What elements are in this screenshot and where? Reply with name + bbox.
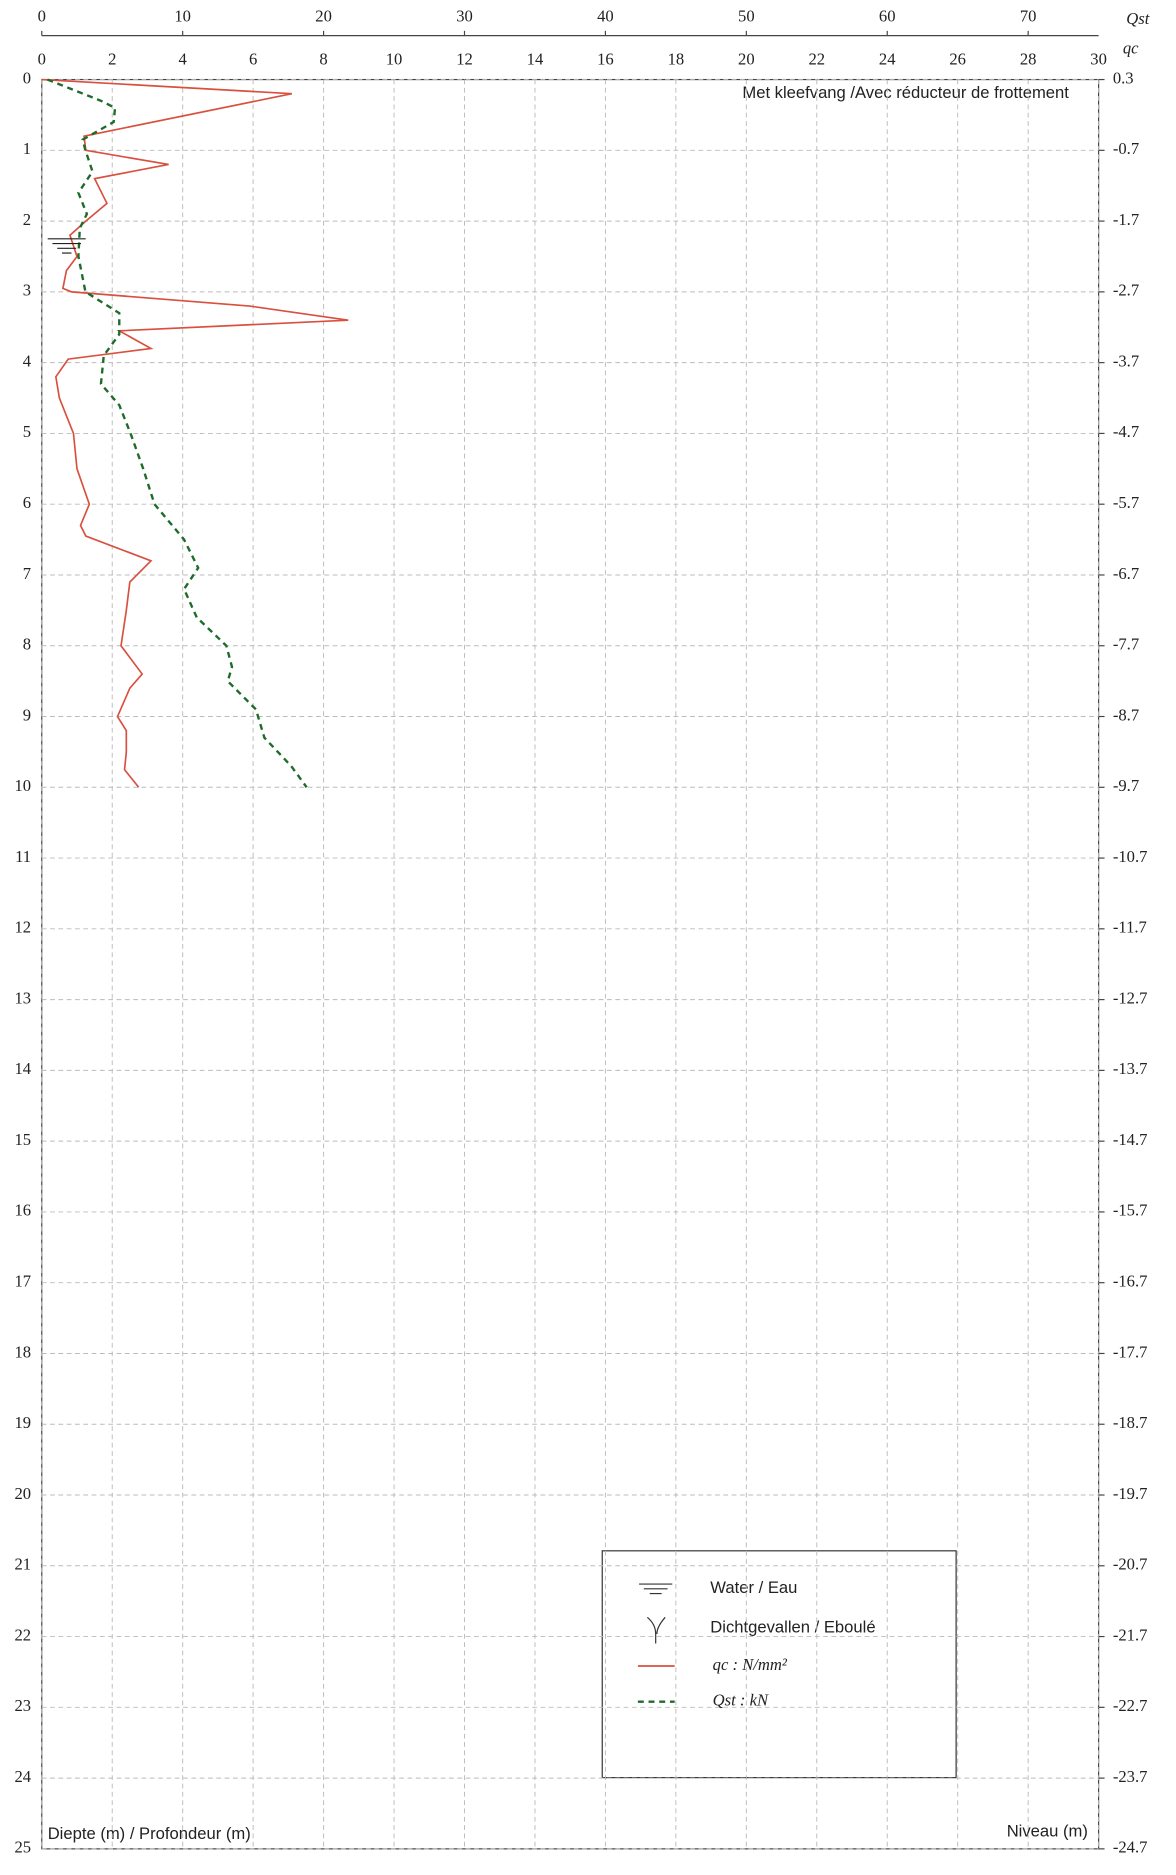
legend: Water / Eau Dichtgevallen / Eboulé bbox=[601, 1550, 957, 1779]
y-tick-label: 12 bbox=[14, 918, 31, 937]
y-tick-label: 15 bbox=[14, 1130, 31, 1149]
y-tick-label: 10 bbox=[14, 776, 31, 795]
y2-tick-label: -5.7 bbox=[1113, 493, 1139, 512]
y2-tick-label: 0.3 bbox=[1113, 68, 1134, 87]
y-tick-label: 9 bbox=[23, 705, 31, 724]
y-tick-label: 19 bbox=[14, 1413, 31, 1432]
y-tick-label: 4 bbox=[23, 351, 32, 370]
y2-tick-label: -4.7 bbox=[1113, 422, 1139, 441]
y2-tick-label: -9.7 bbox=[1113, 776, 1139, 795]
y2-tick-label: -3.7 bbox=[1113, 351, 1139, 370]
x-tick-label: 14 bbox=[527, 49, 544, 68]
y-tick-label: 17 bbox=[14, 1272, 31, 1291]
y-tick-label: 16 bbox=[14, 1201, 31, 1220]
y2-tick-label: -0.7 bbox=[1113, 139, 1139, 158]
x-tick-label: 8 bbox=[319, 49, 327, 68]
y2-tick-label: -12.7 bbox=[1113, 988, 1148, 1007]
y-tick-label: 14 bbox=[14, 1059, 31, 1078]
y2-tick-label: -1.7 bbox=[1113, 210, 1139, 229]
series-line bbox=[41, 78, 349, 788]
y2-tick-label: -11.7 bbox=[1113, 918, 1147, 937]
x-tick-label: 12 bbox=[456, 49, 473, 68]
x-tick-label: 2 bbox=[108, 49, 116, 68]
x-tick-label: 4 bbox=[179, 49, 188, 68]
y2-tick-label: -2.7 bbox=[1113, 281, 1139, 300]
x-tick-label: 24 bbox=[879, 49, 896, 68]
y2-tick-label: -10.7 bbox=[1113, 847, 1148, 866]
x-tick-label: 20 bbox=[738, 49, 755, 68]
y-tick-label: 1 bbox=[23, 139, 31, 158]
x2-tick-label: 50 bbox=[738, 7, 755, 26]
y2-tick-label: -8.7 bbox=[1113, 705, 1139, 724]
y-tick-label: 22 bbox=[14, 1625, 31, 1644]
y-tick-label: 18 bbox=[14, 1342, 31, 1361]
y-tick-label: 24 bbox=[14, 1767, 31, 1786]
x2-tick-label: 0 bbox=[38, 7, 46, 26]
y-tick-label: 13 bbox=[14, 988, 31, 1007]
y2-tick-label: -7.7 bbox=[1113, 635, 1139, 654]
annotation: Met kleefvang /Avec réducteur de frottem… bbox=[742, 83, 1069, 102]
y-tick-label: 7 bbox=[23, 564, 31, 583]
y2-tick-label: -13.7 bbox=[1113, 1059, 1148, 1078]
water-level-marker bbox=[47, 238, 86, 254]
y-tick-label: 8 bbox=[23, 635, 31, 654]
x2-tick-label: 70 bbox=[1020, 7, 1037, 26]
legend-label: qc : N/mm² bbox=[713, 1655, 788, 1674]
x2-tick-label: 20 bbox=[315, 7, 332, 26]
x-tick-label: 30 bbox=[1090, 49, 1107, 68]
y-tick-label: 23 bbox=[14, 1696, 31, 1715]
x2-tick-label: 40 bbox=[597, 7, 614, 26]
x2-tick-label: 60 bbox=[879, 7, 896, 26]
y-tick-label: 20 bbox=[14, 1484, 31, 1503]
x-axis-label: qc bbox=[1123, 39, 1139, 58]
y2-tick-label: -14.7 bbox=[1113, 1130, 1148, 1149]
y-tick-label: 6 bbox=[23, 493, 31, 512]
collapse-symbol-icon bbox=[646, 1616, 666, 1644]
y-tick-label: 2 bbox=[23, 210, 31, 229]
y2-tick-label: -20.7 bbox=[1113, 1555, 1148, 1574]
y-tick-label: 0 bbox=[23, 68, 31, 87]
y2-tick-label: -19.7 bbox=[1113, 1484, 1148, 1503]
x-tick-label: 22 bbox=[808, 49, 825, 68]
y-tick-label: 11 bbox=[15, 847, 31, 866]
y2-tick-label: -22.7 bbox=[1113, 1696, 1148, 1715]
series-line bbox=[46, 78, 308, 788]
water-symbol-icon bbox=[639, 1583, 673, 1595]
y-axis-label: Diepte (m) / Profondeur (m) bbox=[48, 1824, 251, 1843]
y2-tick-label: -17.7 bbox=[1113, 1342, 1148, 1361]
y-tick-label: 25 bbox=[14, 1838, 31, 1857]
x2-axis-label: Qst bbox=[1126, 9, 1149, 28]
x2-tick-label: 30 bbox=[456, 7, 473, 26]
x-tick-label: 6 bbox=[249, 49, 257, 68]
x-tick-label: 10 bbox=[386, 49, 403, 68]
y2-axis-label: Niveau (m) bbox=[1007, 1822, 1088, 1841]
y-tick-label: 21 bbox=[14, 1555, 31, 1574]
x-tick-label: 26 bbox=[949, 49, 966, 68]
legend-label: Water / Eau bbox=[710, 1578, 797, 1597]
y2-tick-label: -15.7 bbox=[1113, 1201, 1148, 1220]
y-tick-label: 5 bbox=[23, 422, 31, 441]
y2-tick-label: -18.7 bbox=[1113, 1413, 1148, 1432]
y2-tick-label: -16.7 bbox=[1113, 1272, 1148, 1291]
y-tick-label: 3 bbox=[23, 281, 31, 300]
y2-tick-label: -6.7 bbox=[1113, 564, 1139, 583]
y2-tick-label: -24.7 bbox=[1113, 1838, 1148, 1857]
y2-tick-label: -23.7 bbox=[1113, 1767, 1148, 1786]
legend-label: Qst : kN bbox=[713, 1690, 769, 1709]
y2-tick-label: -21.7 bbox=[1113, 1625, 1148, 1644]
x-tick-label: 18 bbox=[668, 49, 685, 68]
x2-tick-label: 10 bbox=[174, 7, 191, 26]
legend-label: Dichtgevallen / Eboulé bbox=[710, 1617, 875, 1636]
x-tick-label: 28 bbox=[1020, 49, 1037, 68]
x-tick-label: 16 bbox=[597, 49, 614, 68]
x-tick-label: 0 bbox=[38, 49, 46, 68]
